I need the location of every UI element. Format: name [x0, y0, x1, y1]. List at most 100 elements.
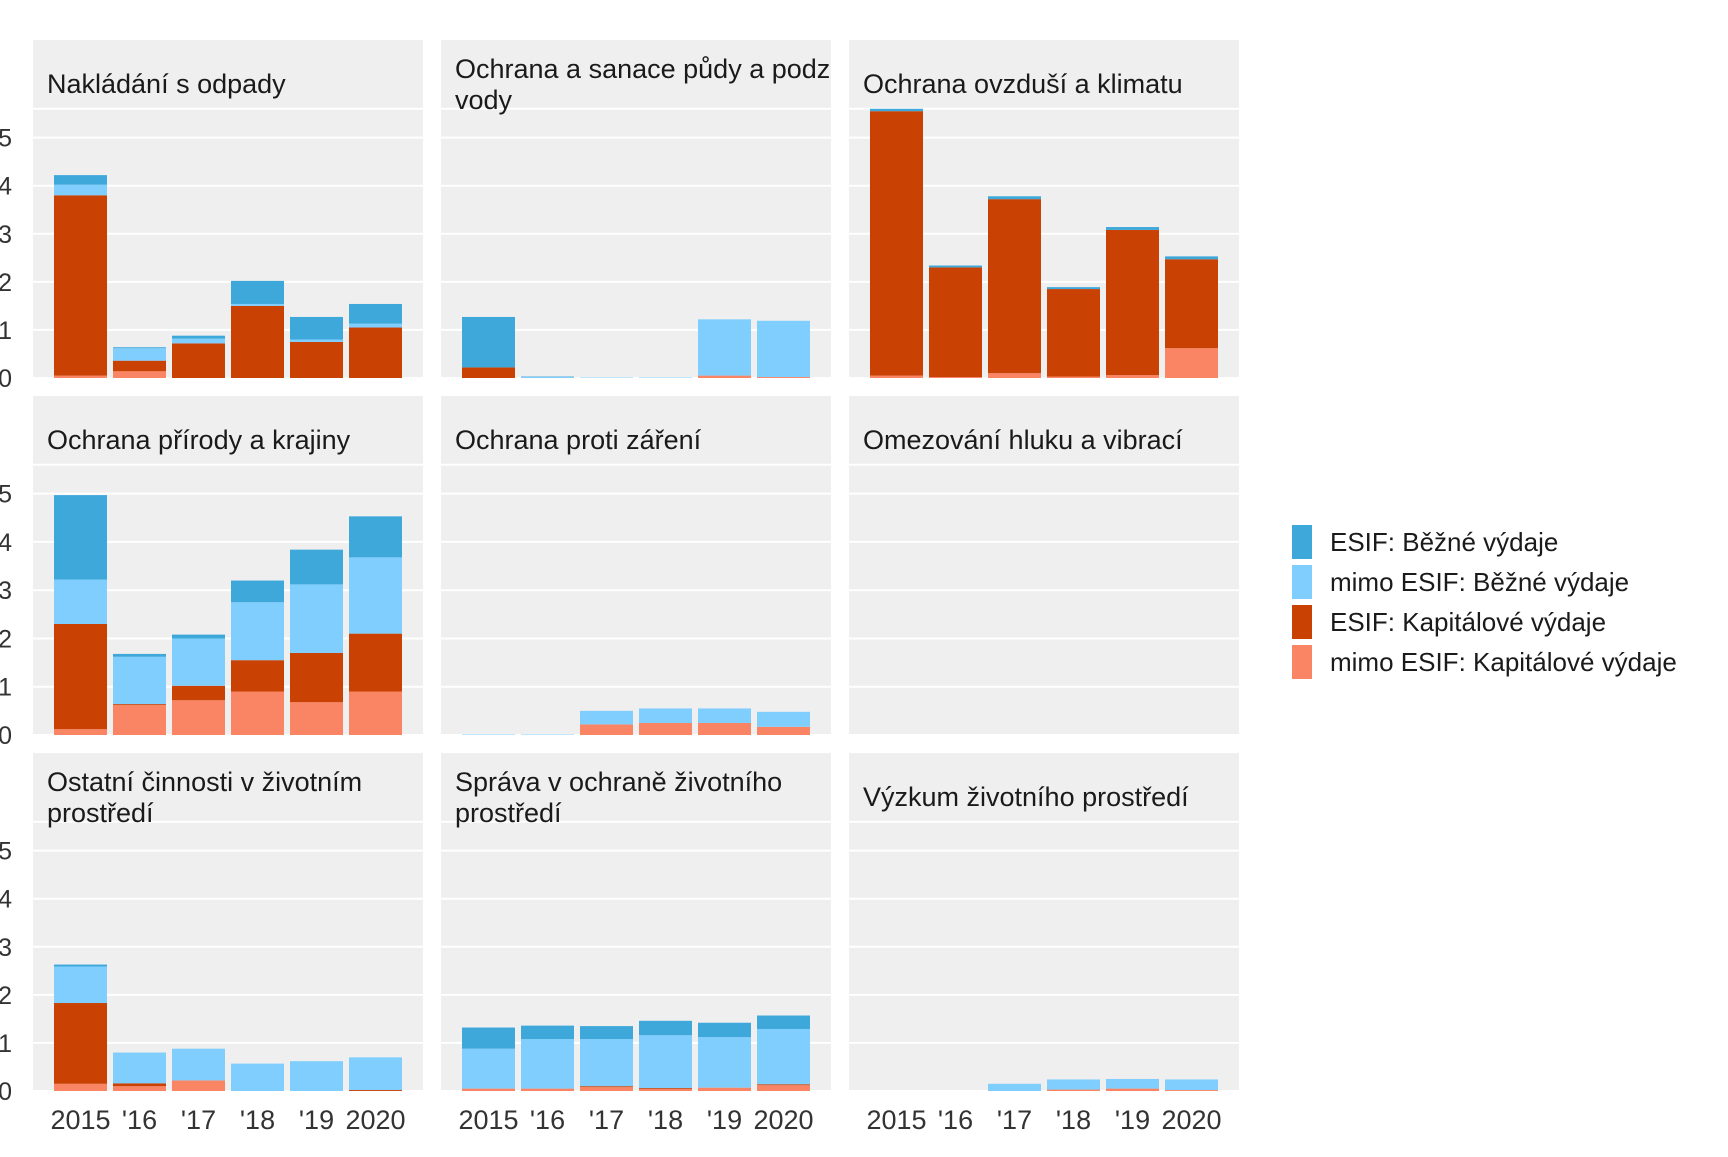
y-tick-label: 4 — [0, 886, 12, 914]
facet-panel-5: Ochrana proti záření — [441, 396, 831, 736]
bar-mimo_kap — [580, 724, 633, 735]
x-tick-label: '16 — [122, 1105, 157, 1135]
facet-panel-3: Ochrana ovzduší a klimatu — [849, 40, 1239, 379]
bar-mimo_bez — [54, 966, 107, 1004]
bar-esif_kap — [172, 685, 225, 701]
x-tick-label: '18 — [648, 1105, 683, 1135]
bar-mimo_kap — [698, 722, 751, 735]
panel-title: Ochrana ovzduší a klimatu — [863, 69, 1183, 99]
bar-esif_bez — [172, 335, 225, 339]
panel-background — [441, 396, 831, 735]
bar-mimo_bez — [172, 1048, 225, 1081]
bar-esif_bez — [1106, 227, 1159, 230]
bar-mimo_bez — [113, 348, 166, 361]
legend-label: mimo ESIF: Kapitálové výdaje — [1330, 647, 1677, 677]
bar-mimo_bez — [231, 303, 284, 306]
bar-mimo_bez — [639, 377, 692, 379]
bar-mimo_kap — [988, 373, 1041, 378]
y-tick-label: 0 — [0, 722, 12, 750]
bar-esif_kap — [113, 360, 166, 372]
bar-esif_kap — [54, 623, 107, 730]
bar-mimo_bez — [698, 708, 751, 723]
bar-mimo_kap — [1106, 1088, 1159, 1091]
bar-mimo_bez — [172, 338, 225, 344]
bar-esif_bez — [462, 316, 515, 368]
bar-esif_bez — [639, 1020, 692, 1036]
bar-esif_kap — [290, 341, 343, 378]
y-tick-label: 4 — [0, 173, 12, 201]
bar-mimo_kap — [1047, 1089, 1100, 1091]
legend-swatch — [1292, 645, 1312, 679]
y-tick-label: 3 — [0, 934, 12, 962]
bar-esif_bez — [521, 1025, 574, 1040]
x-tick-label: '19 — [299, 1105, 334, 1135]
legend-swatch — [1292, 605, 1312, 639]
bar-mimo_bez — [349, 1057, 402, 1091]
facet-panel-9: Výzkum životního prostředí 2015 '16 '17 '18 '… — [849, 753, 1239, 1135]
y-tick-label: 2 — [0, 269, 12, 297]
bar-mimo_bez — [639, 1035, 692, 1089]
bar-esif_bez — [1047, 287, 1100, 290]
bar-mimo_bez — [290, 1061, 343, 1091]
bar-esif_kap — [929, 267, 982, 378]
bar-mimo_kap — [462, 1088, 515, 1091]
legend-label: ESIF: Kapitálové výdaje — [1330, 607, 1606, 637]
panel-background — [849, 753, 1239, 1091]
bar-mimo_kap — [172, 700, 225, 735]
bar-mimo_kap — [113, 1086, 166, 1091]
x-tick-label: '18 — [240, 1105, 275, 1135]
x-tick-label: '17 — [589, 1105, 624, 1135]
bar-esif_kap — [290, 652, 343, 703]
bar-mimo_kap — [757, 1085, 810, 1091]
bar-mimo_kap — [54, 729, 107, 735]
bar-esif_bez — [54, 175, 107, 185]
bar-mimo_kap — [54, 1083, 107, 1091]
panel-title: Ostatní činnosti v životním — [47, 767, 362, 797]
bar-esif_kap — [172, 343, 225, 378]
bar-esif_kap — [757, 1084, 810, 1086]
panel-title: Ochrana přírody a krajiny — [47, 425, 351, 455]
bar-mimo_kap — [639, 1089, 692, 1091]
y-tick-label: 5 — [0, 838, 12, 866]
bar-mimo_bez — [580, 377, 633, 379]
legend-label: ESIF: Běžné výdaje — [1330, 527, 1558, 557]
bar-mimo_bez — [54, 579, 107, 624]
bar-mimo_bez — [757, 1028, 810, 1085]
bar-mimo_bez — [462, 734, 515, 736]
bar-mimo_kap — [757, 377, 810, 378]
bar-esif_bez — [231, 280, 284, 304]
bar-esif_kap — [1106, 229, 1159, 376]
facet-panel-1: Nakládání s odpady 0 1 2 3 4 5 — [0, 40, 423, 393]
x-tick-label: '18 — [1056, 1105, 1091, 1135]
bar-mimo_kap — [54, 375, 107, 378]
bar-mimo_kap — [580, 1087, 633, 1091]
y-tick-label: 4 — [0, 529, 12, 557]
panel-title: Výzkum životního prostředí — [863, 782, 1189, 812]
bar-mimo_bez — [231, 1063, 284, 1091]
bar-esif_bez — [580, 1026, 633, 1040]
x-tick-label: '17 — [181, 1105, 216, 1135]
legend-label: mimo ESIF: Běžné výdaje — [1330, 567, 1629, 597]
bar-mimo_bez — [757, 320, 810, 378]
bar-mimo_kap — [172, 1080, 225, 1091]
panel-title: prostředí — [47, 798, 154, 828]
y-tick-label: 0 — [0, 365, 12, 393]
y-tick-label: 3 — [0, 221, 12, 249]
bar-esif_kap — [349, 633, 402, 692]
bar-esif_kap — [462, 367, 515, 378]
bar-esif_bez — [929, 265, 982, 268]
bar-mimo_kap — [521, 1088, 574, 1091]
bar-mimo_bez — [521, 734, 574, 736]
bar-esif_kap — [113, 704, 166, 706]
panel-title: Nakládání s odpady — [47, 69, 286, 99]
bar-mimo_kap — [113, 705, 166, 735]
bar-esif_bez — [349, 303, 402, 324]
x-tick-label: 2020 — [345, 1105, 405, 1135]
bar-mimo_bez — [54, 184, 107, 196]
bar-esif_kap — [113, 1083, 166, 1087]
bar-mimo_bez — [988, 1083, 1041, 1091]
bar-mimo_bez — [1165, 1079, 1218, 1091]
y-tick-label: 2 — [0, 982, 12, 1010]
